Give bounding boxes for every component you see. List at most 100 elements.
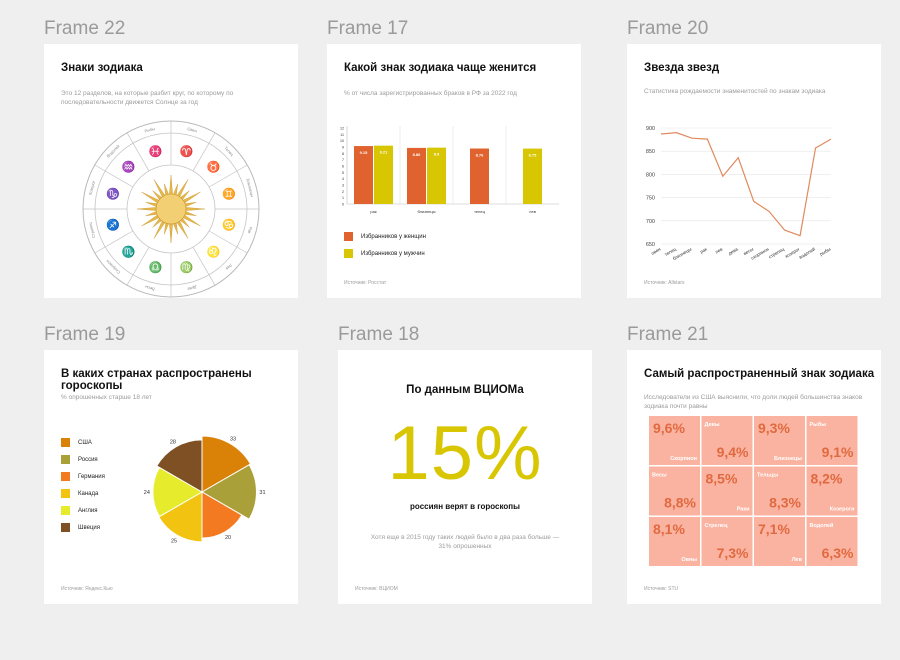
sun-ray — [136, 207, 158, 211]
legend-label: Швеция — [78, 524, 100, 531]
y-tick-label: 8 — [342, 152, 344, 156]
y-tick-label: 1 — [342, 196, 344, 200]
frame-22-zodiac-signs[interactable]: Знаки зодиака Это 12 разделов, на которы… — [44, 44, 298, 298]
wheel-sign-name: Скорпион — [105, 259, 121, 275]
card-subtitle: Это 12 разделов, на которые разбит круг,… — [61, 90, 234, 106]
bar-men — [427, 147, 446, 204]
sun-ray — [184, 207, 206, 211]
legend-label: Россия — [78, 456, 98, 463]
cell-sign-label: Рыбы — [810, 421, 827, 428]
heatmap-cell — [701, 416, 753, 465]
card-source: Источник: Росстат — [344, 280, 387, 286]
wheel-sign-name: Весы — [144, 284, 155, 291]
legend-label: США — [78, 439, 92, 446]
legend-label: Избранников у женщин — [361, 233, 426, 240]
frame-17-marriage-chart[interactable]: Какой знак зодиака чаще женится % от чис… — [327, 44, 581, 298]
x-tick-label: рак — [370, 209, 376, 214]
big-number-caption: россиян верят в гороскопы — [410, 502, 520, 511]
card-subtitle: Статистика рождаемости знаменитостей по … — [644, 88, 826, 95]
pie-value-label: 28 — [170, 440, 176, 446]
bar-women — [407, 147, 426, 204]
x-tick-label: лев — [529, 209, 536, 214]
cell-value: 9,1% — [822, 444, 854, 460]
card-source: Источник: STU — [644, 586, 679, 592]
y-tick-label: 700 — [646, 219, 655, 225]
sun-ray — [153, 219, 166, 239]
y-tick-label: 900 — [646, 126, 655, 132]
legend-label: Канада — [78, 490, 99, 497]
x-tick-label: овен — [650, 246, 662, 256]
legend-item-men: Избранников у мужчин — [344, 249, 425, 258]
frame-21-common-sign[interactable]: Самый распространенный знак зодиака Иссл… — [627, 350, 881, 604]
frame-label-21[interactable]: Frame 21 — [627, 324, 709, 345]
frame-label-19[interactable]: Frame 19 — [44, 324, 126, 345]
x-tick-label: рыбы — [819, 247, 832, 257]
cell-sign-label: Весы — [652, 473, 667, 479]
zodiac-glyph-icon: ♌ — [207, 245, 221, 258]
zodiac-glyph-icon: ♉ — [207, 161, 221, 174]
legend-item: Канада — [61, 489, 98, 498]
x-tick-label: лев — [714, 246, 724, 254]
frame-18-vciom-stat[interactable]: По данным ВЦИОМа 15% россиян верят в гор… — [338, 350, 592, 604]
heatmap-cell — [701, 466, 753, 516]
frame-20-star-births[interactable]: Звезда звезд Статистика рождаемости знам… — [627, 44, 881, 298]
card-source: Источник: Allstars — [644, 280, 685, 286]
cell-sign-label: Скорпион — [670, 456, 697, 462]
wheel-divider — [126, 246, 150, 286]
zodiac-glyph-icon: ♊ — [222, 187, 236, 200]
frame-label-17[interactable]: Frame 17 — [327, 18, 409, 39]
bar-value-label: 9.21 — [380, 150, 389, 155]
cell-sign-label: Девы — [705, 422, 720, 428]
cell-sign-label: Близнецы — [774, 456, 802, 462]
card-subtitle: % опрошенных старше 18 лет — [61, 394, 152, 401]
cell-sign-label: Стрелец — [705, 523, 729, 529]
wheel-divider — [94, 164, 134, 188]
bar-value-label: 8.86 — [413, 152, 422, 157]
card-title: В каких странах распространены гороскопы — [61, 368, 252, 392]
frame-label-22[interactable]: Frame 22 — [44, 18, 126, 39]
wheel-sign-name: Стрелец — [87, 221, 96, 238]
x-tick-label: весы — [743, 247, 755, 257]
pie-slice — [200, 464, 257, 520]
wheel-sign-name: Близнецы — [245, 178, 255, 197]
pie-slice — [152, 466, 203, 518]
zodiac-wheel-illustration: Овен ♈ Телец♉ Близнецы ♊ Рак ♋ Лев ♌ Дева ♍ Весы ♎ Ск… — [82, 120, 260, 298]
wheel-sign-name: Лев — [225, 263, 233, 271]
cell-sign-label: Тельцы — [757, 473, 778, 479]
wheel-sign-name: Телец — [223, 145, 235, 157]
cell-value: 9,3% — [758, 420, 790, 436]
x-tick-label: рак — [699, 246, 709, 254]
legend-swatch — [61, 455, 70, 464]
pie-value-label: 33 — [230, 436, 236, 442]
card-subtitle: Исследователи из США выяснили, что доли … — [644, 394, 863, 410]
frame-label-20[interactable]: Frame 20 — [627, 18, 709, 39]
x-tick-label: стрелец — [768, 246, 786, 259]
sun-ray — [153, 179, 166, 199]
heatmap-cell — [649, 517, 700, 566]
wheel-divider — [192, 132, 216, 172]
legend-swatch — [61, 472, 70, 481]
card-title: Какой знак зодиака чаще женится — [344, 62, 537, 74]
frame-label-18[interactable]: Frame 18 — [338, 324, 420, 345]
wheel-sign-name: Водолей — [106, 144, 121, 159]
sun-ray — [141, 214, 161, 227]
wheel-sign-name: Дева — [186, 285, 197, 292]
card-title: По данным ВЦИОМа — [406, 384, 524, 396]
legend-item: Швеция — [61, 523, 100, 532]
pie-value-label: 24 — [144, 490, 150, 496]
sun-core — [155, 193, 187, 225]
legend-label: Избранников у мужчин — [361, 250, 425, 257]
y-tick-label: 11 — [340, 133, 344, 137]
zodiac-glyph-icon: ♒ — [122, 161, 136, 174]
wheel-divider — [94, 230, 134, 254]
pie-value-label: 31 — [259, 490, 265, 496]
heatmap-cell — [806, 416, 858, 465]
legend-swatch — [61, 438, 70, 447]
frame-19-horoscope-countries[interactable]: В каких странах распространены гороскопы… — [44, 350, 298, 604]
zodiac-glyph-icon: ♍ — [180, 261, 194, 274]
cell-value: 8,2% — [811, 471, 843, 487]
card-subtitle: % от числа зарегистрированных браков в Р… — [344, 90, 517, 97]
y-tick-label: 0 — [342, 203, 344, 207]
